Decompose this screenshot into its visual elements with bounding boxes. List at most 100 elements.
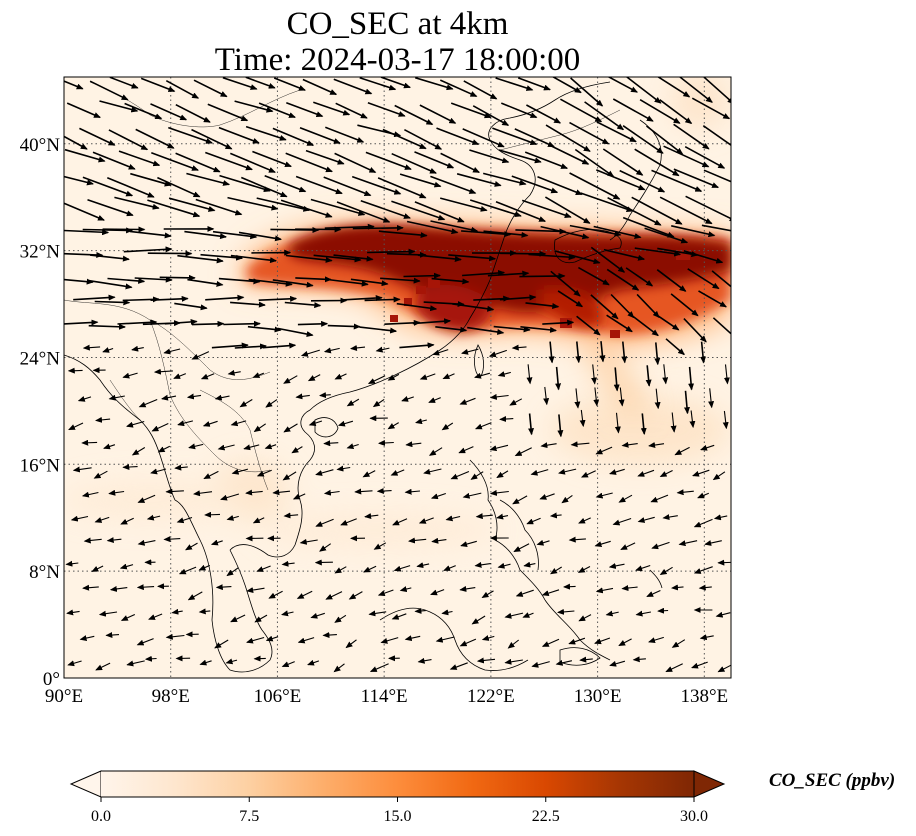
wind-arrow — [83, 537, 102, 544]
wind-arrow — [93, 470, 108, 479]
colorbar-ticks: 0.0 7.5 15.0 22.5 30.0 — [91, 797, 708, 825]
wind-arrow — [399, 342, 435, 349]
wind-arrow — [515, 228, 567, 235]
wind-arrow — [693, 518, 713, 528]
wind-arrow — [281, 661, 295, 668]
wind-arrow — [621, 341, 628, 364]
wind-arrow — [165, 488, 184, 495]
wind-arrow — [369, 663, 389, 673]
lon-tick-label: 130°E — [574, 686, 622, 707]
wind-arrow — [418, 517, 434, 524]
wind-arrow — [367, 101, 406, 117]
wind-arrow — [151, 423, 169, 432]
wind-arrow — [341, 295, 383, 302]
wind-arrow — [123, 246, 173, 253]
wind-arrow — [450, 102, 492, 119]
wind-arrow — [131, 447, 146, 456]
wind-arrow — [504, 658, 523, 665]
wind-arrow — [471, 615, 486, 625]
wind-arrow — [700, 341, 707, 364]
wind-arrow — [220, 493, 240, 501]
wind-arrow — [283, 375, 298, 384]
wind-arrow — [81, 439, 98, 446]
wind-arrow — [90, 254, 130, 262]
wind-arrow — [514, 447, 532, 457]
wind-arrow — [268, 590, 283, 599]
wind-arrow — [614, 412, 621, 434]
wind-arrow — [319, 543, 332, 552]
wind-arrow — [362, 470, 376, 478]
wind-arrow — [640, 413, 647, 435]
wind-arrow — [495, 77, 534, 91]
wind-arrow — [646, 125, 684, 155]
wind-arrow — [430, 175, 477, 194]
wind-arrow — [217, 444, 235, 451]
wind-arrow — [153, 368, 173, 375]
wind-arrow — [66, 102, 101, 119]
lon-tick-label: 98°E — [152, 686, 190, 707]
wind-arrow — [106, 537, 122, 544]
wind-arrow — [184, 230, 227, 240]
lat-tick-label: 32°N — [20, 242, 61, 263]
wind-arrow — [283, 423, 298, 433]
wind-arrow — [448, 254, 497, 262]
wind-arrow — [648, 442, 665, 448]
wind-arrow — [187, 591, 203, 601]
wind-arrow — [163, 536, 181, 543]
wind-arrow — [404, 488, 421, 495]
wind-arrow — [469, 199, 522, 218]
wind-arrow — [523, 561, 536, 568]
wind-arrow — [603, 248, 646, 261]
wind-arrow — [483, 230, 529, 238]
wind-arrow — [198, 564, 211, 571]
wind-arrow — [94, 299, 131, 306]
wind-arrow — [671, 639, 686, 648]
wind-arrow — [258, 295, 298, 302]
wind-arrow — [323, 176, 372, 197]
wind-arrow — [120, 613, 136, 621]
wind-arrow — [469, 149, 510, 164]
wind-arrow — [240, 176, 288, 198]
wind-arrow — [656, 269, 687, 292]
colorbar-gradient — [101, 771, 694, 797]
wind-arrow — [683, 250, 724, 264]
wind-arrow — [350, 344, 366, 351]
wind-arrow — [124, 102, 163, 120]
wind-arrow — [327, 278, 369, 287]
wind-arrow — [354, 488, 373, 495]
wind-arrow — [462, 492, 482, 499]
wind-arrow — [671, 225, 716, 238]
wind-arrow — [539, 493, 555, 500]
wind-arrow — [394, 104, 434, 126]
wind-arrow — [382, 128, 427, 150]
wind-arrow — [64, 319, 99, 326]
wind-arrow — [99, 100, 139, 113]
wind-arrow — [543, 386, 550, 406]
wind-arrow — [610, 293, 635, 319]
wind-arrow — [161, 394, 177, 401]
wind-arrow — [296, 590, 313, 599]
wind-arrow — [227, 196, 279, 211]
wind-arrow — [541, 638, 560, 647]
wind-arrow — [594, 540, 611, 547]
wind-arrow — [439, 79, 478, 98]
wind-arrow — [380, 77, 411, 89]
wind-arrow — [452, 303, 495, 312]
wind-arrow — [521, 199, 572, 218]
wind-arrow — [514, 128, 555, 148]
wind-arrow — [227, 369, 241, 376]
wind-arrow — [212, 230, 258, 240]
wind-arrow — [146, 514, 161, 521]
wind-arrow — [230, 301, 266, 308]
wind-arrow — [230, 254, 277, 264]
wind-arrow — [238, 231, 282, 242]
wind-arrow — [679, 77, 713, 103]
wind-arrow — [387, 422, 399, 430]
wind-arrow — [713, 514, 728, 521]
colorbar-tick-label: 30.0 — [680, 808, 708, 825]
wind-arrow — [322, 632, 337, 639]
wind-arrow — [632, 656, 646, 663]
wind-arrow — [450, 470, 470, 480]
wind-arrow — [186, 172, 231, 186]
wind-arrow — [307, 659, 320, 666]
